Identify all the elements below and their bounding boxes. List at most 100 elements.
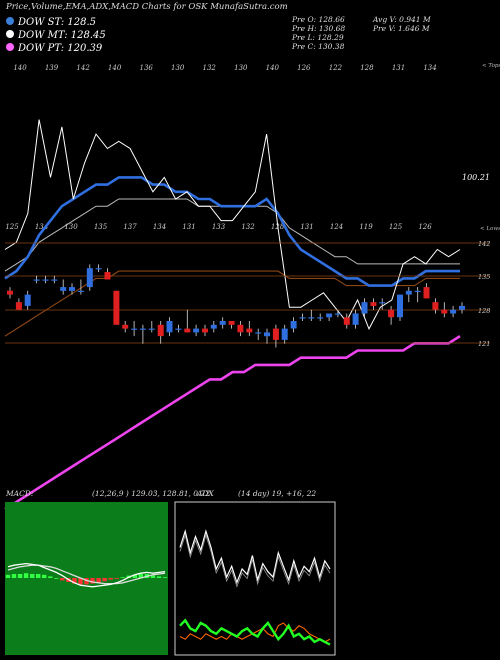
low-scale-label: 137 [123, 223, 137, 231]
candle-down [122, 324, 129, 329]
macd-hist-bar [36, 574, 41, 578]
prev-values: Pre O: 128.66 Pre H: 130.68 Pre L: 128.2… [291, 15, 431, 51]
legend-swatch-mt [6, 30, 14, 38]
candle-down [7, 290, 13, 295]
top-scale-label: 128 [360, 64, 374, 72]
top-scale-label: 134 [423, 64, 436, 72]
low-scale-label: 124 [330, 223, 343, 231]
candle-up [24, 294, 31, 306]
candle-up [175, 328, 182, 330]
legend-swatch-pt [6, 43, 14, 51]
top-scale-label: 130 [234, 64, 248, 72]
macd-hist-bar [138, 574, 143, 578]
low-scale-label: 126 [418, 223, 432, 231]
candle-up [77, 290, 84, 292]
top-scale-label: 142 [76, 64, 90, 72]
candle-down [157, 324, 164, 337]
top-scale-label: 126 [297, 64, 311, 72]
macd-hist-bar [150, 575, 156, 578]
candle-down [370, 302, 377, 306]
macd-hist-bar [5, 574, 11, 578]
candle-up [397, 294, 403, 318]
prev-low: Pre L: 128.29 [291, 33, 344, 42]
top-scale-label: 139 [45, 64, 59, 72]
candle-up [95, 268, 102, 270]
low-scale-label: 133 [212, 223, 226, 231]
legend-label-pt: DOW PT: 120.39 [17, 43, 103, 54]
candle-down [184, 328, 191, 333]
candle-up [405, 290, 412, 295]
prev-open: Pre O: 128.66 [291, 15, 345, 24]
price-line [4, 119, 461, 331]
candle-up [361, 302, 368, 314]
candle-up [334, 313, 341, 315]
macd-hist-bar [108, 578, 113, 580]
candle-up [459, 305, 465, 310]
candle-up [219, 321, 226, 325]
candle-up [317, 317, 324, 319]
macd-hist-bar [72, 578, 77, 584]
low-scale-label: 132 [241, 223, 255, 231]
candle-up [69, 287, 75, 291]
macd-hist-bar [17, 574, 23, 578]
candle-down [343, 317, 350, 325]
candle-down [272, 328, 279, 340]
adx-plus-di-line [179, 618, 331, 646]
candle-up [51, 279, 58, 281]
macd-hist-bar [114, 578, 119, 579]
candle-down [104, 272, 111, 280]
level-label: 128 [478, 307, 490, 315]
macd-hist-bar [132, 574, 137, 578]
candle-up [326, 313, 333, 318]
candle-up [255, 332, 262, 334]
avg-volume: Avg V: 0.941 M [372, 15, 431, 24]
candle-up [139, 328, 146, 330]
candle-down [228, 321, 235, 325]
level-label: 121 [478, 340, 490, 348]
candle-up [308, 317, 315, 319]
adx-values: (14 day) 19, +16, 22 [238, 489, 316, 498]
candle-up [42, 279, 49, 281]
macd-hist-bar [60, 578, 65, 581]
adx-panel-bg [174, 501, 336, 656]
low-scale-label: 125 [389, 223, 403, 231]
top-scale-label: 132 [203, 64, 217, 72]
chart-title: Price,Volume,EMA,ADX,MACD Charts for OSK… [5, 2, 288, 12]
level-label: 135 [478, 273, 490, 281]
candle-up [210, 324, 217, 329]
macd-hist-bar [23, 573, 29, 578]
macd-hist-bar [11, 574, 17, 578]
tops-scale: 140 139 142 140 136 130 132 130 140 126 122 128 131 1… [13, 63, 500, 72]
macd-hist-bar [162, 577, 168, 578]
candle-up [290, 321, 297, 329]
candle-panel [7, 264, 465, 348]
candle-down [423, 287, 430, 299]
candle-up [86, 268, 93, 288]
legend-swatch-st [6, 17, 14, 25]
candle-down [441, 309, 448, 314]
top-scale-label: 122 [329, 64, 343, 72]
price-level-label: 100.21 [462, 173, 490, 182]
low-scale-label: 131 [182, 223, 195, 231]
macd-hist-bar [156, 576, 162, 578]
legend-label-mt: DOW MT: 128.45 [17, 30, 106, 41]
candle-up [193, 328, 200, 333]
level-label: 142 [478, 240, 490, 248]
adx-line [179, 528, 331, 585]
legend-label-st: DOW ST: 128.5 [17, 17, 96, 28]
top-scale-label: 130 [171, 64, 185, 72]
candle-up [264, 332, 270, 337]
candle-down [15, 302, 22, 310]
macd-hist-bar [90, 578, 95, 584]
prev-close: Pre C: 130.38 [291, 42, 345, 51]
tops-tag: < Tops [482, 63, 500, 69]
low-scale-label: 134 [35, 223, 48, 231]
candle-down [246, 328, 253, 333]
candle-up [33, 279, 40, 281]
macd-values: (12,26,9 ) 129.03, 128.81, 0.72 [92, 489, 210, 498]
low-scale-label: 131 [300, 223, 313, 231]
macd-hist-bar [30, 574, 35, 578]
low-scale-label: 125 [5, 223, 19, 231]
candle-up [60, 287, 67, 291]
